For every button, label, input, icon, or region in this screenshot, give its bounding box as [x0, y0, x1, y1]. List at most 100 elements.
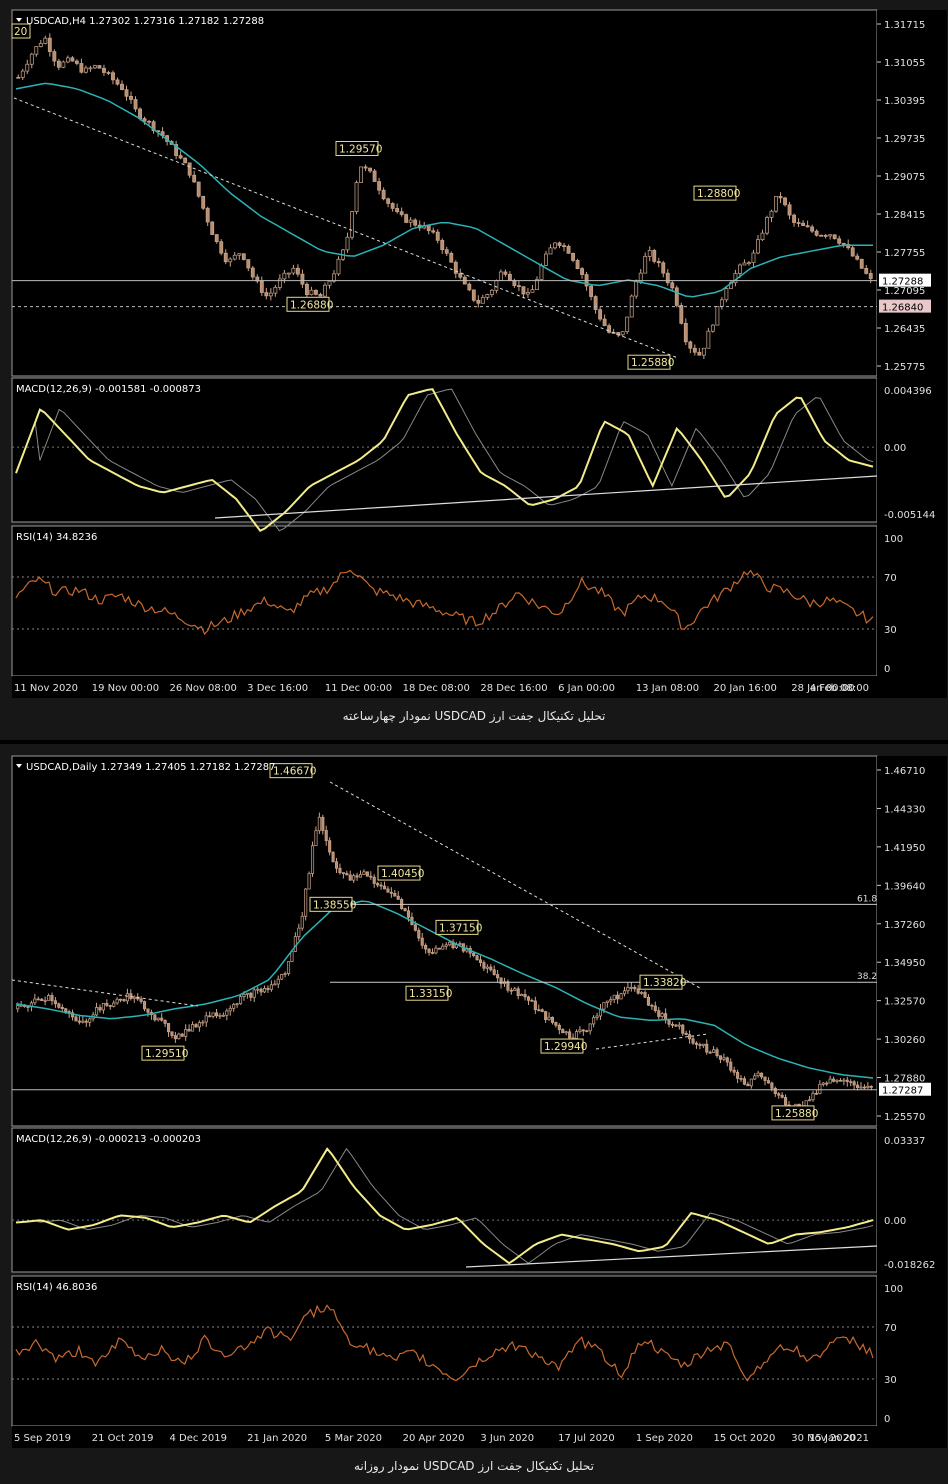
candle-body: [862, 1086, 866, 1089]
candle-body: [88, 1018, 92, 1023]
candle-body: [417, 929, 421, 939]
candle-body: [332, 273, 336, 282]
candle-body: [368, 167, 373, 172]
candle-body: [170, 1031, 174, 1036]
trend-line: [329, 781, 701, 989]
candle-body: [310, 845, 315, 874]
candle-body: [719, 299, 724, 307]
candle-body: [589, 285, 594, 297]
candle-body: [765, 217, 769, 234]
candle-body: [396, 895, 400, 900]
candle-body: [183, 157, 188, 164]
candle-body: [679, 305, 684, 324]
candle-body: [653, 1005, 657, 1011]
candle-body: [291, 267, 296, 274]
macd-tick-label: -0.005144: [884, 510, 935, 521]
candle-body: [562, 245, 566, 247]
candle-body: [580, 268, 584, 275]
candle-body: [729, 1061, 733, 1071]
candle-body: [814, 1092, 818, 1095]
candle-body: [575, 260, 580, 269]
candle-body: [548, 247, 553, 255]
candle-body: [811, 1092, 815, 1101]
candle-body: [838, 1079, 842, 1082]
candle-body: [309, 289, 314, 296]
candle-body: [297, 927, 301, 937]
candle-body: [837, 238, 842, 244]
candle-body: [684, 1032, 688, 1035]
candle-body: [324, 830, 328, 841]
candle-body: [328, 840, 332, 853]
price-annotation-label: 1.28800: [697, 188, 740, 200]
candle-body: [819, 234, 824, 237]
price-tick-label: 1.29075: [884, 172, 925, 183]
candle-body: [355, 875, 359, 878]
candle-body: [444, 249, 449, 254]
candle-body: [475, 955, 479, 961]
candle-body: [327, 280, 332, 286]
candle-body: [282, 272, 287, 280]
candle-body: [694, 1042, 699, 1045]
price-tick-label: 1.30395: [884, 96, 925, 107]
h4-chart-svg[interactable]: 1.31715 1.31055 1.30395 1.29735 1.29075 1.284…: [0, 0, 948, 740]
candle-body: [352, 875, 356, 881]
time-axis-label: 19 Nov 00:00: [92, 683, 159, 694]
candle-body: [770, 1082, 774, 1089]
candle-body: [413, 924, 417, 931]
candle-body: [706, 330, 711, 349]
candle-body: [47, 37, 52, 52]
candle-body: [88, 67, 93, 70]
candle-body: [581, 1029, 585, 1032]
candle-body: [492, 969, 496, 975]
candle-body: [264, 292, 269, 297]
chart-menu-triangle-icon: [16, 18, 22, 22]
candle-body: [656, 261, 661, 264]
candle-body: [187, 162, 192, 176]
candle-body: [359, 166, 363, 183]
chart-menu-triangle-icon: [16, 764, 22, 768]
candle-body: [194, 1024, 198, 1028]
candle-body: [187, 1029, 191, 1032]
candle-body: [864, 267, 869, 274]
candle-body: [763, 1076, 767, 1081]
price-annotation-label: 1.29570: [339, 144, 382, 156]
candle-body: [746, 1083, 750, 1087]
macd-tick-label: 0.004396: [884, 386, 932, 397]
macd-line: [15, 388, 874, 532]
candle-body: [769, 210, 774, 218]
candle-body: [825, 1082, 829, 1085]
candle-body: [84, 1020, 88, 1023]
candle-body: [166, 1023, 171, 1033]
candle-body: [341, 872, 345, 874]
candle-body: [235, 1003, 239, 1006]
candle-body: [691, 1038, 695, 1044]
time-axis-strip: [12, 676, 947, 698]
price-annotation-label: 1.38550: [313, 899, 356, 911]
rsi-tick-label: 100: [884, 1284, 903, 1295]
candle-body: [554, 1022, 558, 1026]
candle-body: [620, 331, 625, 336]
candle-body: [305, 283, 309, 296]
candle-body: [482, 962, 486, 969]
candle-body: [132, 996, 136, 999]
macd-trend-line: [465, 1245, 878, 1268]
current-price-tag: [879, 273, 931, 287]
candle-body: [646, 997, 651, 1006]
level-price-tag: [879, 299, 931, 313]
candle-body: [259, 988, 263, 993]
candle-body: [660, 1013, 664, 1017]
daily-chart-svg[interactable]: 1.46710 1.44330 1.41950 1.39640 1.37260 1.349…: [0, 744, 948, 1484]
candle-body: [232, 254, 237, 260]
candle-body: [619, 993, 623, 1000]
candle-body: [435, 231, 440, 241]
candle-body: [321, 816, 325, 831]
candle-body: [34, 46, 39, 55]
price-annotation-label: 1.33820: [643, 977, 686, 989]
candle-body: [214, 1012, 219, 1017]
price-tick-label: 1.46710: [884, 766, 925, 777]
candle-body: [180, 1033, 184, 1037]
candle-body: [523, 994, 527, 998]
time-axis-label: 5 Sep 2019: [14, 1433, 71, 1444]
candle-body: [724, 288, 729, 301]
candle-body: [223, 252, 228, 263]
